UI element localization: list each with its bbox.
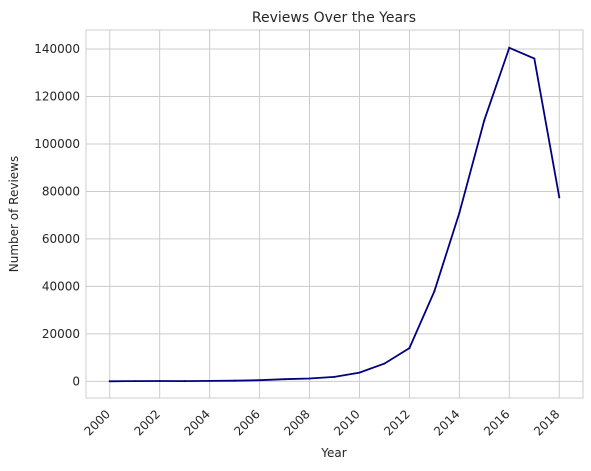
x-tick-label: 2016 — [481, 407, 512, 438]
chart-title: Reviews Over the Years — [252, 10, 416, 26]
data-point — [158, 380, 161, 383]
data-point — [258, 379, 261, 382]
y-tick-labels: 0 20000 40000 60000 80000 100000 120000 140000 — [34, 42, 80, 388]
y-tick-label: 80000 — [42, 184, 80, 198]
data-point — [508, 46, 511, 49]
x-tick-labels: 2000 2002 2004 2006 2008 2010 2012 2014 2016 2018 — [82, 407, 563, 438]
y-axis-label: Number of Reviews — [7, 156, 21, 272]
x-tick-label: 2000 — [82, 407, 113, 438]
data-point — [458, 211, 461, 214]
data-point — [408, 347, 411, 350]
x-tick-label: 2010 — [331, 407, 362, 438]
series-line-reviews — [109, 46, 561, 383]
grid-lines — [86, 30, 583, 398]
data-point — [308, 377, 311, 380]
x-tick-label: 2012 — [381, 407, 412, 438]
y-tick-label: 120000 — [34, 89, 80, 103]
data-point — [283, 378, 286, 381]
plot-area-frame — [85, 29, 584, 399]
data-point — [383, 362, 386, 365]
y-tick-label: 100000 — [34, 137, 80, 151]
data-point — [558, 196, 561, 199]
x-tick-label: 2002 — [131, 407, 162, 438]
x-axis-label: Year — [320, 446, 346, 460]
x-tick-label: 2004 — [181, 407, 212, 438]
data-point — [183, 380, 186, 383]
data-point — [133, 380, 136, 383]
data-point — [208, 379, 211, 382]
y-tick-label: 140000 — [34, 42, 80, 56]
y-tick-label: 0 — [72, 374, 80, 388]
y-tick-label: 40000 — [42, 279, 80, 293]
x-tick-label: 2014 — [431, 407, 462, 438]
x-tick-label: 2008 — [281, 407, 312, 438]
x-tick-label: 2006 — [231, 407, 262, 438]
data-point — [483, 119, 486, 122]
data-point — [233, 379, 236, 382]
y-tick-label: 60000 — [42, 232, 80, 246]
data-point — [333, 375, 336, 378]
data-point — [358, 371, 361, 374]
data-point — [533, 57, 536, 60]
x-tick-label: 2018 — [531, 407, 562, 438]
data-point — [108, 380, 111, 383]
y-tick-label: 20000 — [42, 327, 80, 341]
data-point — [433, 290, 436, 293]
